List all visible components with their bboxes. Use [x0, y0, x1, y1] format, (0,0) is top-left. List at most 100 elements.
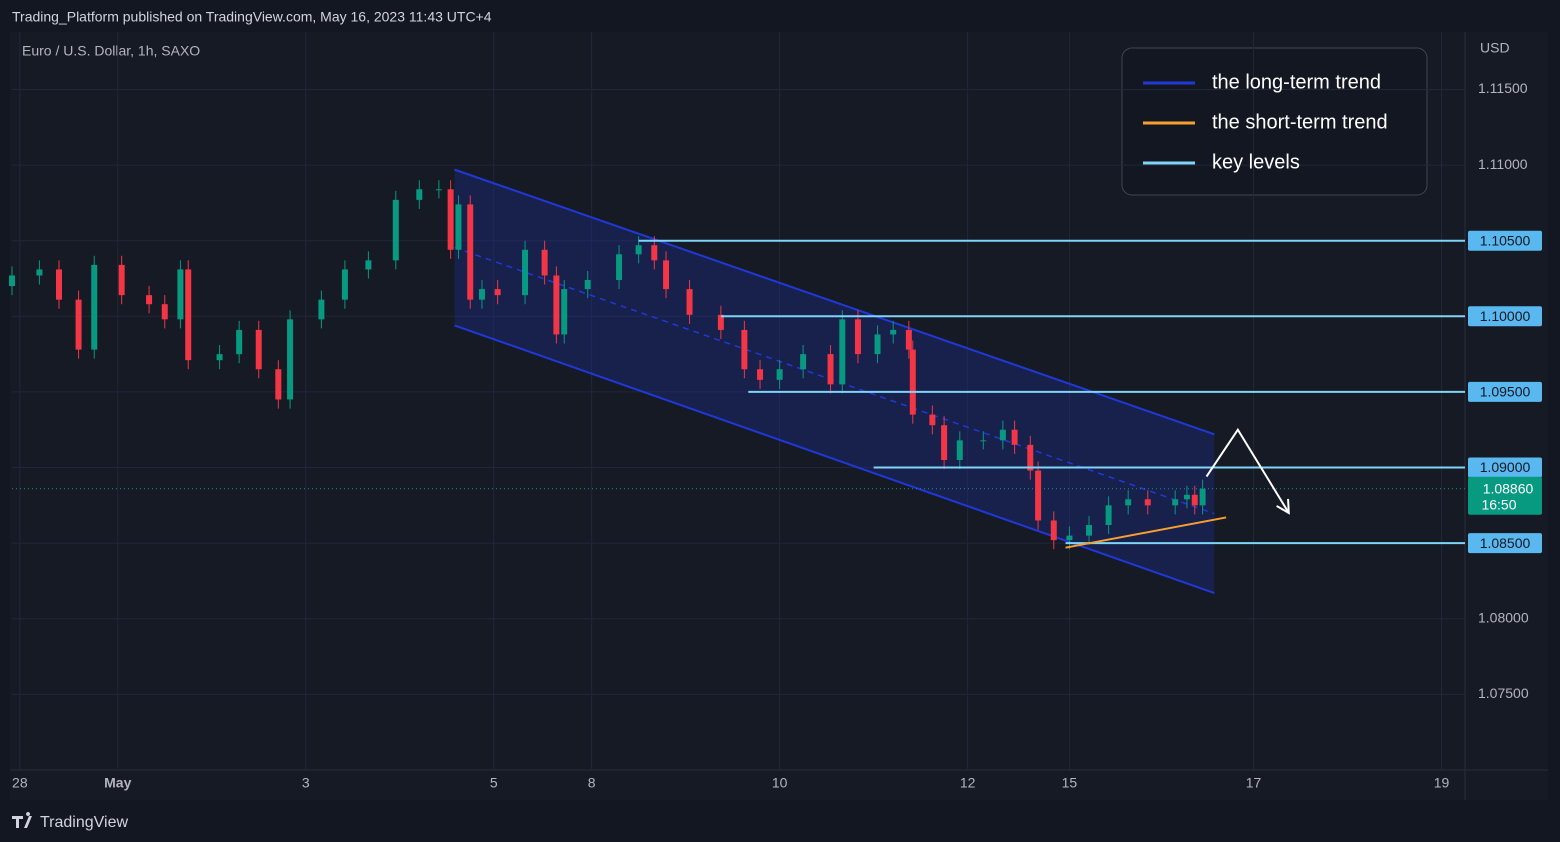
candle-body [874, 334, 881, 355]
y-tick-label: 1.11500 [1478, 80, 1528, 96]
candle-body [392, 199, 399, 261]
candle-body [635, 245, 642, 255]
candle-body [146, 295, 153, 305]
x-tick-label: 15 [1062, 775, 1078, 791]
projection-arrowhead [1276, 498, 1290, 515]
candle-body [161, 304, 168, 320]
y-tick-label: 1.08000 [1478, 609, 1529, 625]
candle-body [494, 289, 501, 296]
symbol: Euro / U.S. Dollar, 1h, SAXO [22, 43, 200, 59]
legend-label: the short-term trend [1212, 111, 1388, 133]
candle-body [980, 440, 987, 442]
candle-body [1125, 499, 1132, 506]
candle-body [941, 425, 948, 460]
candle-body [839, 319, 846, 385]
projection-arrow [1205, 427, 1290, 514]
candle-body [467, 204, 474, 300]
x-tick-label: 28 [12, 775, 28, 791]
x-tick-label: 10 [772, 775, 788, 791]
candle-body [185, 269, 192, 361]
candle-body [651, 245, 658, 261]
candle-body [55, 269, 62, 300]
candle-body [1191, 494, 1198, 506]
x-tick-label: 12 [960, 775, 976, 791]
key-level-badge [1468, 230, 1542, 251]
candle-body [177, 269, 184, 320]
candle-body [905, 329, 912, 350]
candle-body [561, 289, 568, 335]
candle-body [541, 249, 548, 276]
candle-body [455, 204, 462, 250]
publisher: Trading_Platform published on TradingVie… [12, 9, 492, 25]
y-tick-label: 1.11000 [1478, 156, 1528, 172]
key-level-badge [1468, 533, 1542, 554]
candle-body [757, 369, 764, 380]
brand-logo [12, 812, 32, 828]
brand: TradingView [40, 814, 128, 831]
candle-body [1035, 470, 1042, 521]
candle-body [776, 369, 783, 380]
key-level-badge [1468, 457, 1542, 478]
currency: USD [1480, 40, 1510, 56]
candle-body [1199, 488, 1206, 506]
candle-body [318, 299, 325, 320]
candle-body [9, 275, 15, 287]
candle-body [287, 319, 294, 400]
key-level-badge [1468, 306, 1542, 327]
countdown: 16:50 [1481, 496, 1516, 512]
x-tick-label: 5 [490, 775, 498, 791]
channel-fill [454, 169, 1215, 594]
candle-body [478, 289, 485, 300]
legend-box [1121, 47, 1428, 196]
candle-body [1172, 499, 1179, 506]
candle-body [1050, 520, 1057, 541]
x-tick-label: 19 [1434, 775, 1450, 791]
candle-body [663, 260, 670, 290]
key-level-label: 1.09000 [1480, 459, 1531, 475]
x-tick-label: 17 [1246, 775, 1262, 791]
legend-label: key levels [1212, 151, 1300, 173]
candle-body [416, 189, 423, 200]
last-price-label: 1.08860 [1483, 480, 1534, 496]
candle-body [91, 264, 98, 350]
candle-body [341, 269, 348, 300]
candle-body [1086, 525, 1093, 536]
candle-body [909, 349, 916, 415]
candle-body [1105, 505, 1112, 526]
candle-body [1144, 499, 1151, 506]
candle-body [686, 289, 693, 315]
key-level-badge [1468, 381, 1542, 402]
x-tick-label: May [104, 775, 131, 791]
channel-mid [454, 246, 1215, 515]
key-level-label: 1.09500 [1480, 384, 1531, 400]
candle-body [1066, 535, 1073, 541]
x-tick-label: 3 [302, 775, 310, 791]
candle-body [999, 429, 1006, 441]
channel-upper [454, 168, 1215, 436]
candle-body [522, 249, 529, 296]
candle-body [1027, 444, 1034, 471]
candle-body [1183, 494, 1190, 500]
legend-label: the long-term trend [1212, 71, 1381, 93]
candle-body [236, 329, 243, 355]
candle-body [584, 280, 591, 290]
y-tick-label: 1.07500 [1478, 685, 1529, 701]
last-price-badge [1468, 476, 1542, 515]
candle-body [800, 354, 807, 370]
candle-body [435, 189, 442, 191]
short-trend [1065, 516, 1227, 549]
candle-body [553, 275, 560, 335]
candle-body [827, 354, 834, 385]
candle-body [447, 189, 454, 250]
key-level-label: 1.10000 [1480, 308, 1531, 324]
key-level-label: 1.08500 [1480, 535, 1531, 551]
candle-body [890, 329, 897, 335]
candle-body [365, 260, 372, 270]
candle-body [717, 314, 724, 330]
candle-body [956, 440, 963, 460]
candle-body [929, 414, 936, 426]
candle-body [36, 269, 43, 276]
candle-body [118, 264, 125, 296]
